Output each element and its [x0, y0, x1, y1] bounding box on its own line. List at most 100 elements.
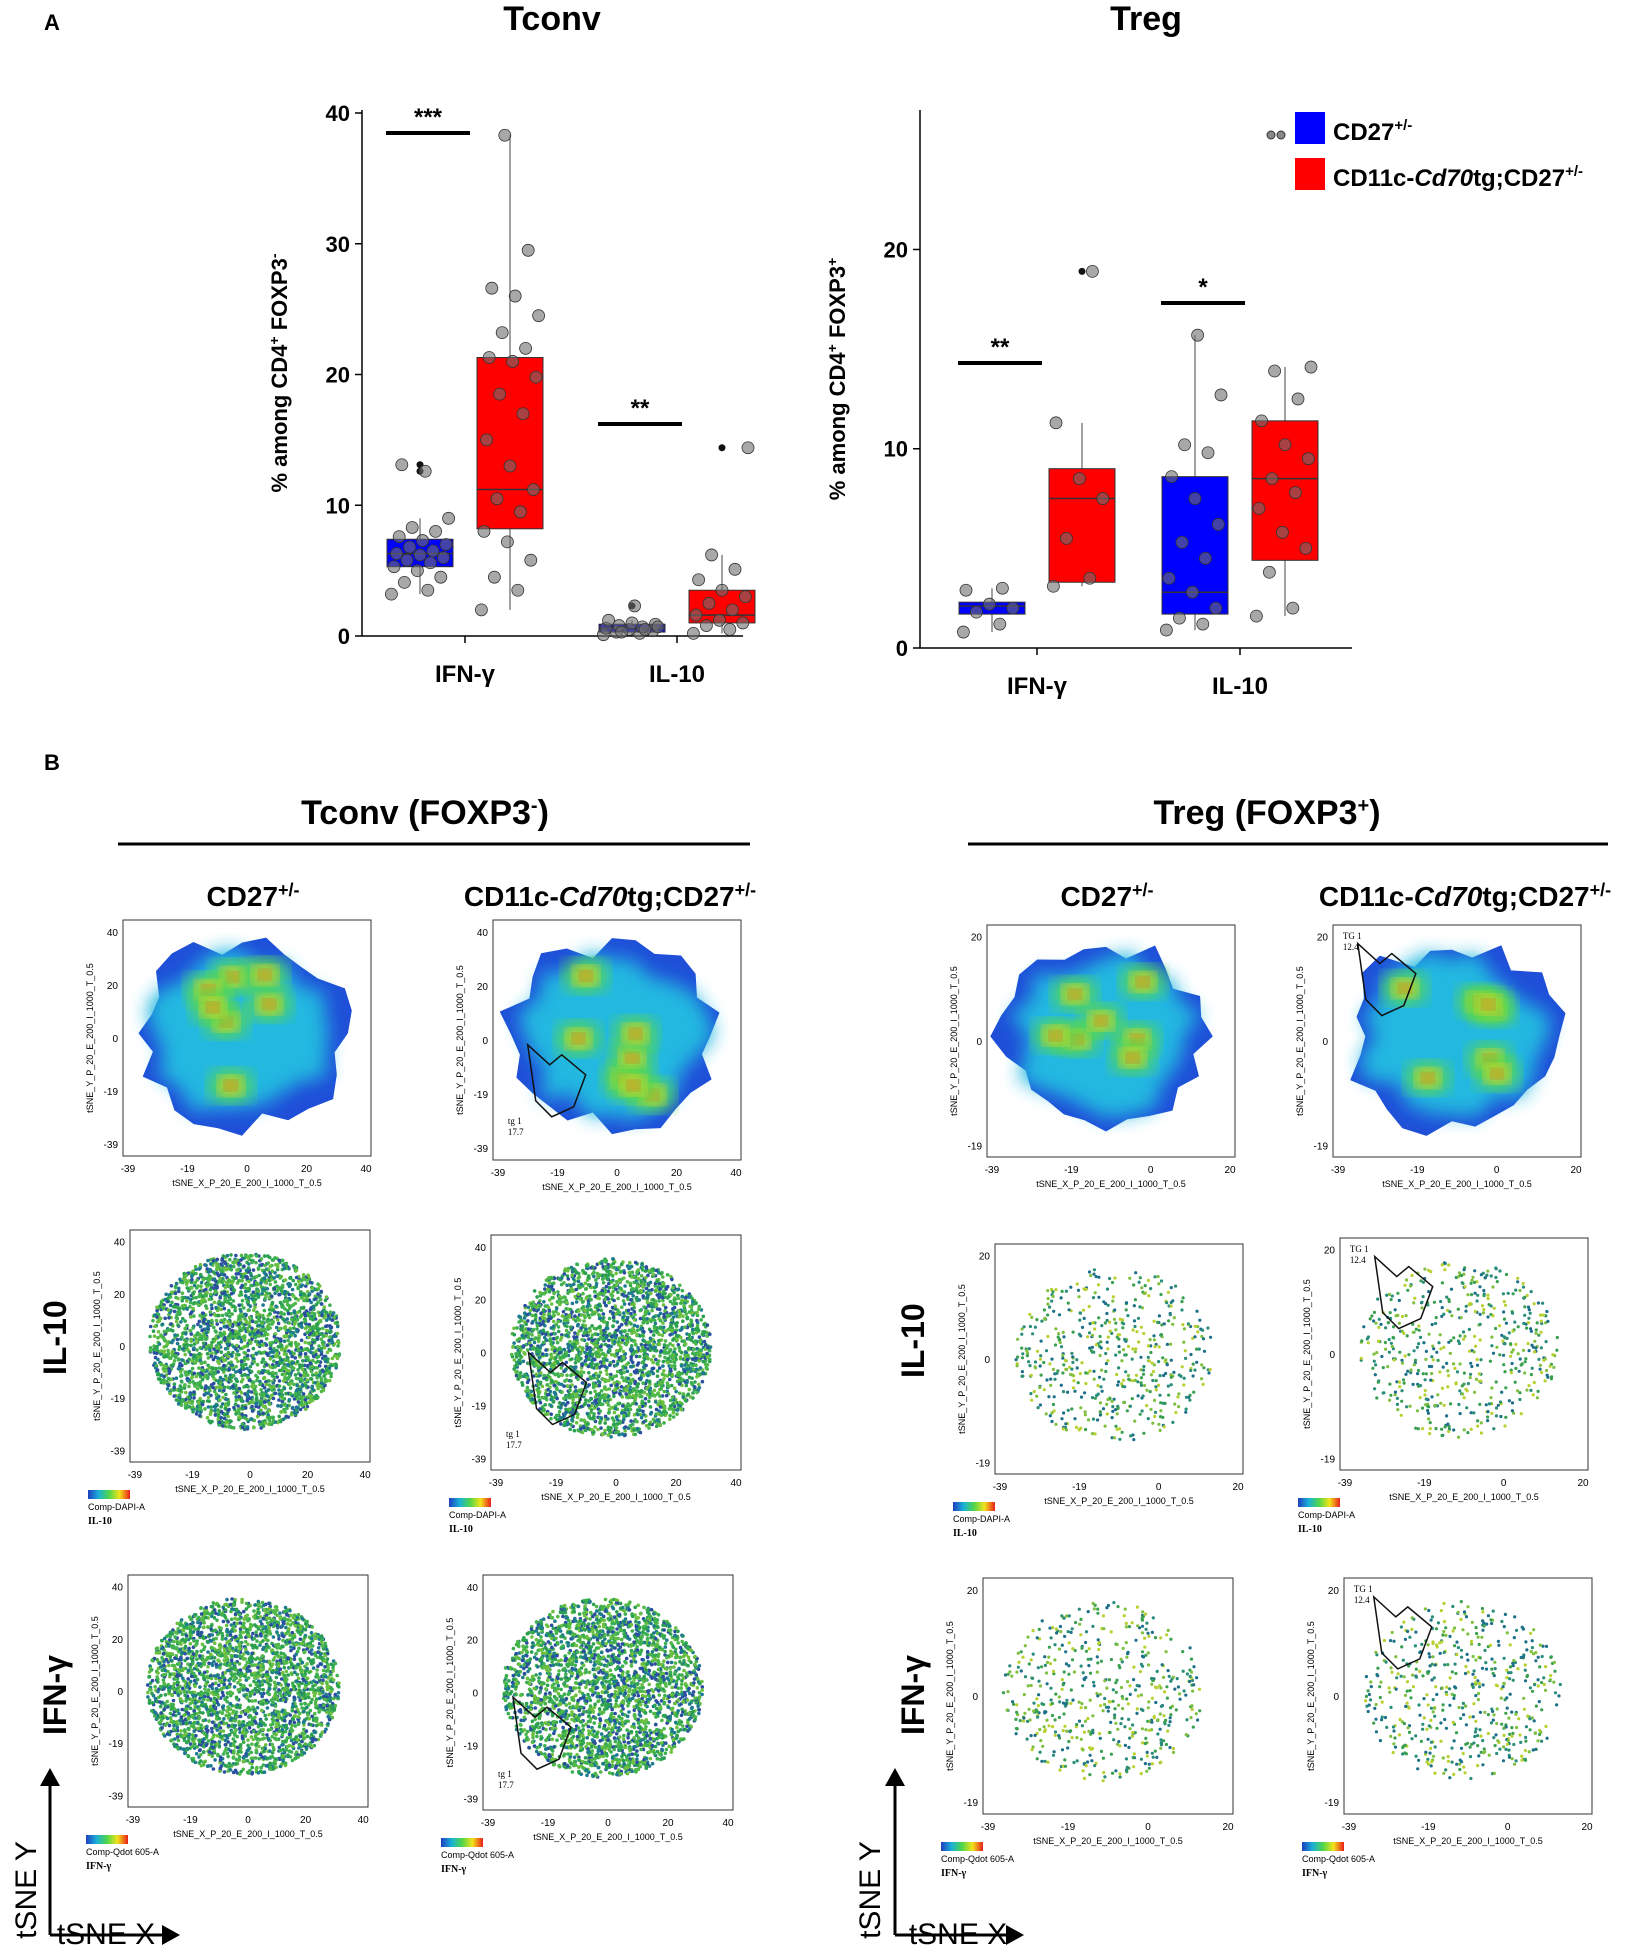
scatter-point: [317, 1364, 322, 1368]
scatter-point: [244, 1253, 248, 1257]
scatter-point: [242, 1345, 246, 1349]
y-tick-label: 20: [884, 237, 908, 262]
scatter-point: [190, 1359, 194, 1363]
scatter-point: [309, 1369, 314, 1374]
data-point: [1175, 535, 1189, 549]
scatter-point: [337, 1352, 342, 1356]
scatter-point: [648, 1412, 653, 1416]
scatter-point: [192, 1371, 197, 1376]
scatter-point: [287, 1296, 292, 1301]
scatter-point: [268, 1282, 273, 1287]
data-point: [602, 613, 615, 627]
scatter-point: [231, 1350, 235, 1355]
scatter-point: [203, 1360, 207, 1365]
scatter-point: [291, 1278, 296, 1283]
scatter-point: [253, 1293, 258, 1298]
scatter-point: [635, 1324, 640, 1329]
scatter-point: [211, 1258, 216, 1263]
scatter-point: [615, 1349, 619, 1353]
col-header-tg-treg: CD11c-Cd70tg;CD27+/-: [1319, 880, 1611, 912]
scatter-point: [176, 1357, 181, 1361]
data-point: [421, 583, 435, 597]
data-point: [1212, 518, 1225, 531]
x-tick-label: -39: [1331, 1165, 1346, 1176]
scatter-point: [200, 1328, 205, 1332]
scatter-point: [288, 1282, 292, 1286]
scatter-point: [310, 1346, 314, 1351]
y-tick-label: -19: [1314, 1141, 1329, 1152]
scatter-point: [259, 1281, 263, 1285]
data-point: [715, 583, 729, 597]
scatter-point: [228, 1331, 233, 1336]
density-blob: [1126, 1052, 1139, 1063]
data-point: [1304, 360, 1318, 374]
y-tick-label: 0: [896, 636, 908, 661]
legend-tg-label: CD11c-Cd70tg;CD27+/-: [1333, 163, 1583, 192]
scatter-point: [671, 1338, 675, 1342]
scatter-point: [590, 1428, 594, 1432]
scatter-point: [253, 1388, 257, 1392]
scatter-point: [671, 1315, 676, 1319]
scatter-point: [247, 1279, 251, 1284]
scatter-point: [295, 1359, 300, 1364]
scatter-point: [148, 1324, 153, 1329]
scatter-point: [285, 1344, 289, 1349]
scatter-point: [530, 1397, 535, 1401]
scatter-point: [300, 1283, 305, 1287]
chart-title: Tconv: [503, 0, 601, 38]
scatter-point: [192, 1390, 196, 1395]
scatter-point: [576, 1279, 581, 1284]
scatter-point: [648, 1344, 653, 1348]
scatter-point: [219, 1269, 224, 1273]
scatter-point: [231, 1373, 235, 1378]
scatter-point: [245, 1398, 249, 1403]
scatter-point: [224, 1312, 228, 1316]
scatter-point: [192, 1346, 196, 1350]
scatter-point: [671, 1411, 676, 1415]
scatter-point: [279, 1410, 284, 1414]
scatter-point: [293, 1356, 298, 1360]
scatter-point: [261, 1343, 266, 1347]
scatter-point: [580, 1381, 585, 1385]
scatter-point: [298, 1373, 303, 1377]
scatter-point: [180, 1335, 184, 1339]
scatter-point: [193, 1384, 197, 1388]
scatter-point: [315, 1355, 319, 1360]
scatter-point: [159, 1333, 163, 1337]
scatter-point: [268, 1365, 273, 1369]
data-point: [689, 608, 703, 622]
data-point: [1006, 601, 1020, 615]
scatter-point: [148, 1349, 153, 1353]
scatter-point: [264, 1343, 269, 1347]
scatter-point: [206, 1386, 211, 1390]
scatter-point: [174, 1353, 178, 1358]
scatter-point: [545, 1287, 550, 1292]
scatter-point: [589, 1308, 593, 1312]
scatter-point: [628, 1424, 632, 1428]
scatter-point: [238, 1329, 242, 1333]
tsne-tconv-wt-density: -39 -19 0 20 4040200-19-39tSNE_X_P_20_E_200_…: [85, 919, 372, 1188]
scatter-point: [231, 1304, 236, 1308]
data-point: [615, 625, 628, 639]
scatter-point: [560, 1373, 564, 1377]
scatter-point: [687, 1333, 692, 1337]
scatter-point: [189, 1315, 193, 1319]
scatter-point: [706, 1345, 710, 1350]
scatter-point: [606, 1433, 611, 1437]
scatter-point: [579, 1418, 583, 1422]
scatter-point: [281, 1379, 286, 1383]
scatter-point: [281, 1317, 285, 1321]
scatter-point: [228, 1257, 232, 1262]
scatter-point: [180, 1280, 185, 1285]
scatter-point: [573, 1331, 577, 1335]
scatter-point: [237, 1303, 241, 1307]
scatter-point: [177, 1393, 182, 1397]
scatter-point: [323, 1314, 328, 1318]
scatter-point: [161, 1305, 166, 1310]
scatter-point: [575, 1356, 579, 1361]
scatter-point: [254, 1260, 258, 1265]
density-blob: [263, 999, 276, 1010]
data-point: [1186, 585, 1199, 599]
scatter-point: [252, 1359, 256, 1364]
scatter-point: [173, 1333, 177, 1337]
